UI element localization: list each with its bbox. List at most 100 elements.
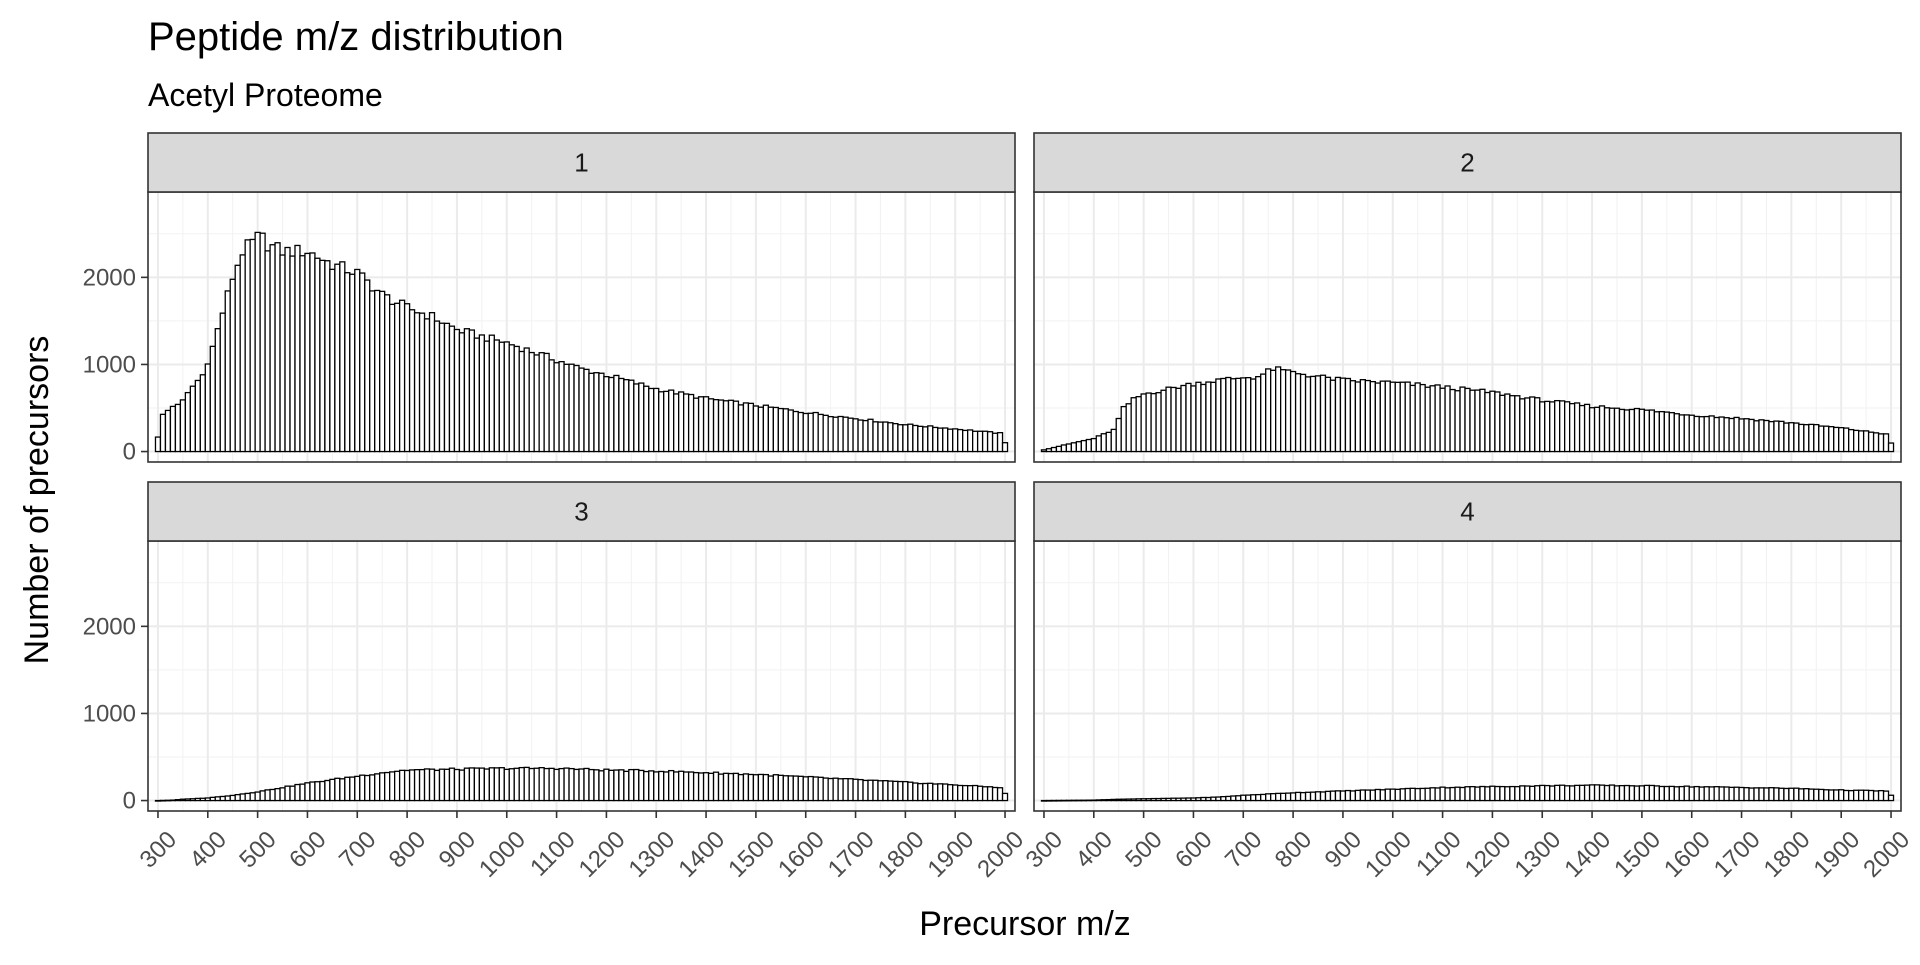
histogram-bar <box>393 302 401 453</box>
histogram-bar <box>1289 370 1297 453</box>
histogram-bar <box>389 303 396 453</box>
histogram-bar <box>403 769 411 802</box>
x-tick-label: 1700 <box>823 826 880 883</box>
y-axis-title: Number of precursors <box>18 336 56 665</box>
histogram-bar <box>548 767 555 802</box>
histogram-bar <box>1833 426 1840 453</box>
histogram-bar <box>1718 786 1725 802</box>
histogram-bar <box>1509 785 1516 802</box>
histogram-bar <box>538 767 545 802</box>
histogram-bar <box>1185 382 1192 453</box>
histogram-bar <box>976 785 984 802</box>
histogram-bar <box>1334 376 1342 453</box>
histogram-bar <box>463 767 471 802</box>
histogram-bar <box>1429 385 1436 453</box>
histogram-bar <box>1539 784 1546 802</box>
histogram-bar <box>912 424 919 453</box>
histogram-bar <box>259 790 266 802</box>
histogram-bar <box>1643 784 1651 802</box>
histogram-bars <box>1040 366 1895 453</box>
histogram-bar <box>1100 799 1107 802</box>
histogram-bar <box>1813 423 1820 453</box>
histogram-bar <box>1419 383 1426 453</box>
histogram-bar <box>1593 784 1601 802</box>
histogram-bar <box>1304 376 1312 453</box>
histogram-bar <box>1768 787 1775 802</box>
histogram-bar <box>1838 427 1845 453</box>
histogram-bar <box>1379 789 1386 802</box>
histogram-bar <box>1364 379 1371 453</box>
histogram-bar <box>249 792 256 802</box>
facet-panel-4: 4 300 400 500 600 700 800 900100011001200130014… <box>1021 481 1915 883</box>
histogram-bar <box>648 387 655 453</box>
histogram-bar <box>917 782 924 802</box>
histogram-bar <box>1145 392 1152 453</box>
histogram-bar <box>1773 420 1780 453</box>
histogram-bar <box>583 368 590 453</box>
histogram-bar <box>1255 793 1262 802</box>
histogram-bar <box>488 767 495 802</box>
histogram-bar <box>807 412 814 453</box>
histogram-bar <box>1808 423 1815 453</box>
histogram-bar <box>1270 793 1277 802</box>
facet-strip <box>1033 481 1902 542</box>
histogram-bar <box>1265 793 1272 802</box>
histogram-bar <box>568 363 575 453</box>
histogram-bar <box>1160 389 1167 453</box>
histogram-bar <box>1050 446 1058 453</box>
histogram-bar <box>1778 787 1785 802</box>
histogram-bar <box>797 775 804 802</box>
histogram-bar <box>508 768 515 802</box>
histogram-bar <box>663 771 670 802</box>
histogram-bar <box>1668 412 1675 453</box>
histogram-bar <box>1155 392 1162 453</box>
histogram-bar <box>807 775 814 802</box>
histogram-bar <box>1673 786 1680 802</box>
histogram-bar <box>174 799 182 802</box>
histogram-bar <box>364 774 371 802</box>
histogram-bar <box>1045 799 1053 802</box>
histogram-bar <box>1210 796 1217 802</box>
histogram-bar <box>598 372 605 453</box>
x-tick-label: 800 <box>1270 826 1317 873</box>
histogram-bar <box>927 425 934 453</box>
histogram-bar <box>1344 789 1352 802</box>
histogram-bar <box>1738 786 1745 802</box>
x-axis-title: Precursor m/z <box>919 905 1131 943</box>
histogram-bar <box>443 768 451 802</box>
histogram-bar <box>1060 799 1068 802</box>
x-tick-label: 500 <box>1120 826 1167 873</box>
histogram-bar <box>1324 376 1332 453</box>
histogram-bar <box>907 781 914 802</box>
histogram-bar <box>254 231 261 453</box>
histogram-bar <box>817 413 824 453</box>
histogram-bar <box>1613 785 1621 802</box>
histogram-bar <box>314 257 321 453</box>
histogram-bar <box>1359 789 1367 802</box>
x-tick-label: 1900 <box>1808 826 1865 883</box>
histogram-bar <box>932 783 939 802</box>
histogram-bar <box>1045 448 1053 453</box>
histogram-bar <box>1090 799 1097 802</box>
histogram-bar <box>1633 407 1641 453</box>
histogram-bar <box>827 777 834 802</box>
histogram-bar <box>299 783 306 802</box>
histogram-bar <box>1663 785 1670 802</box>
histogram-bar <box>882 780 889 802</box>
facet-strip-label: 2 <box>1460 148 1474 178</box>
histogram-bar <box>643 385 650 453</box>
histogram-bar <box>513 767 520 802</box>
histogram-bar <box>967 785 974 802</box>
histogram-bar <box>573 364 580 453</box>
histogram-bar <box>777 407 784 453</box>
histogram-bar <box>1205 381 1212 453</box>
histogram-bar <box>1279 792 1287 802</box>
histogram-bar <box>438 768 446 802</box>
histogram-bar <box>1080 799 1087 802</box>
x-tick-label: 1600 <box>1659 826 1716 883</box>
histogram-bar <box>1872 432 1880 453</box>
histogram-bar <box>937 427 944 453</box>
histogram-bar <box>423 318 431 453</box>
histogram-bar <box>558 767 565 802</box>
histogram-bar <box>1484 786 1491 802</box>
